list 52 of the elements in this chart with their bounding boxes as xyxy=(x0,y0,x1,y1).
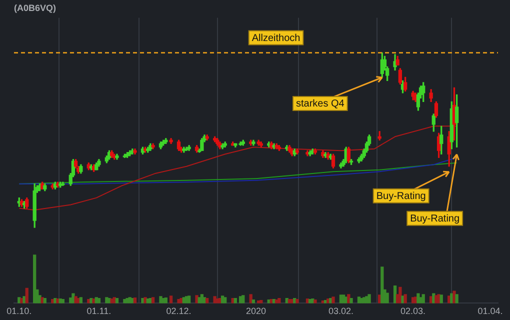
x-tick-label: 02.03. xyxy=(400,306,426,316)
bar xyxy=(151,297,155,304)
bar xyxy=(108,298,111,304)
bar xyxy=(386,292,389,304)
bar xyxy=(440,294,443,304)
x-tick-label: 02.12. xyxy=(166,306,192,316)
bar xyxy=(25,288,28,304)
bar xyxy=(169,296,173,304)
bar xyxy=(92,298,96,304)
bar xyxy=(422,294,425,304)
bar xyxy=(115,298,119,304)
bar xyxy=(437,294,440,304)
bar xyxy=(242,295,245,304)
bar xyxy=(97,298,101,304)
x-tick-label: 01.10. xyxy=(6,306,32,316)
bar xyxy=(177,299,180,304)
bar xyxy=(213,296,216,304)
bar xyxy=(61,299,64,304)
bar xyxy=(144,297,147,304)
annotation: Buy-Rating xyxy=(376,191,426,202)
bar xyxy=(332,296,335,304)
bar xyxy=(314,299,317,304)
x-tick-label: 2020 xyxy=(246,306,266,316)
ref-line-label: Allzeithoch xyxy=(252,33,300,44)
bar xyxy=(187,296,191,304)
bar xyxy=(234,298,237,304)
bar xyxy=(195,295,198,304)
bar xyxy=(206,298,209,304)
bar xyxy=(416,293,420,304)
bar xyxy=(74,296,78,304)
bar xyxy=(79,297,83,304)
bar xyxy=(278,298,281,304)
bar xyxy=(224,297,227,304)
bar xyxy=(133,298,137,304)
bar xyxy=(350,298,353,304)
bar xyxy=(43,298,46,304)
x-tick-label: 03.02. xyxy=(328,306,354,316)
bar xyxy=(22,296,26,304)
bar xyxy=(455,294,458,304)
bar xyxy=(347,294,350,304)
bar xyxy=(40,297,44,304)
bar xyxy=(56,298,60,304)
chart-title: (A0B6VQ) xyxy=(14,2,56,13)
bar xyxy=(164,298,168,304)
bar xyxy=(368,294,371,304)
candlestick xyxy=(378,131,382,140)
x-tick-label: 01.04. xyxy=(478,306,503,316)
bar xyxy=(33,254,36,304)
x-tick-label: 01.11. xyxy=(86,306,112,316)
bar xyxy=(296,299,299,304)
annotation: starkes Q4 xyxy=(296,98,345,110)
annotation: Buy-Rating xyxy=(410,214,460,225)
